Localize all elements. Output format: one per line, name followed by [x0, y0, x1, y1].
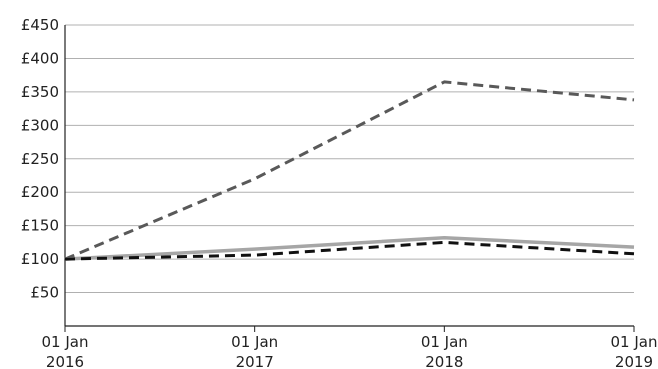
y-axis-ticks: £50 £100 £150 £200 £250 £300 £350 £400 £450 — [21, 16, 59, 302]
y-tick-label: £100 — [21, 250, 59, 268]
y-tick-label: £300 — [21, 116, 59, 134]
x-tick-label-line1: 01 Jan — [611, 333, 658, 351]
y-tick-label: £250 — [21, 150, 59, 168]
y-tick-label: £400 — [21, 49, 59, 67]
x-tick-label-line2: 2019 — [615, 353, 653, 369]
x-tick-label-line2: 2017 — [236, 353, 274, 369]
series-line-2 — [64, 235, 635, 261]
y-tick-label: £200 — [21, 183, 59, 201]
x-axis: 01 Jan 2016 01 Jan 2017 01 Jan 2018 01 Jan 2019 — [42, 25, 658, 369]
x-tick-label-line2: 2016 — [46, 353, 84, 369]
x-tick-label-line1: 01 Jan — [421, 333, 468, 351]
y-tick-label: £450 — [21, 16, 59, 34]
y-tick-label: £150 — [21, 217, 59, 235]
gridlines — [65, 24, 634, 294]
series-line-1 — [64, 80, 635, 261]
y-tick-label: £350 — [21, 83, 59, 101]
y-tick-label: £50 — [30, 284, 59, 302]
x-tick-label-line1: 01 Jan — [42, 333, 89, 351]
x-tick-label-line1: 01 Jan — [231, 333, 278, 351]
x-tick-label-line2: 2018 — [425, 353, 463, 369]
series-lines — [64, 80, 635, 261]
